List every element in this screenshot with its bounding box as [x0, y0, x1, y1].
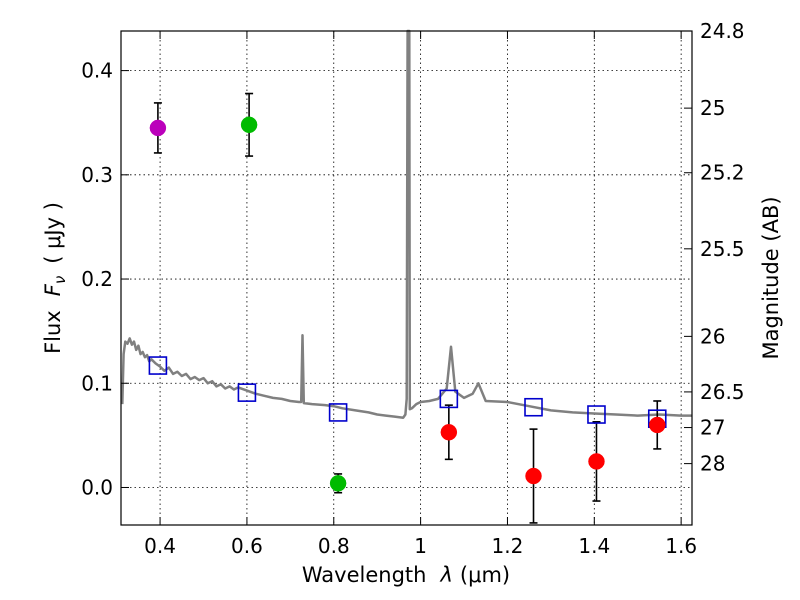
mag-tick-label: 26 — [700, 324, 725, 348]
mag-tick-label: 25 — [700, 96, 725, 120]
x-axis-label: Wavelength λ (μm) — [302, 563, 510, 587]
mag-tick-label: 26.5 — [700, 380, 745, 404]
markers-layer — [148, 116, 667, 492]
data-point — [149, 119, 167, 137]
data-point — [440, 423, 458, 441]
mag-tick-label: 28 — [700, 452, 725, 476]
spectrum-line — [121, 29, 692, 419]
data-point — [240, 116, 258, 134]
data-point — [525, 467, 542, 485]
x-tick-label: 0.6 — [231, 534, 263, 558]
x-tick-label: 0.4 — [144, 534, 176, 558]
data-point — [329, 475, 347, 492]
y-axis-label: FluxFν( μJy ) — [41, 202, 69, 354]
model-square-marker — [148, 356, 168, 375]
x-tick-label: 0.8 — [318, 534, 350, 558]
spectrum-layer — [121, 29, 692, 419]
grid — [121, 31, 692, 525]
y2-axis-label: Magnitude (AB) — [759, 196, 783, 359]
y-tick-label: 0.4 — [81, 59, 113, 83]
x-tick-label: 1.4 — [578, 534, 610, 558]
ticks — [121, 30, 692, 525]
mag-tick-label: 27 — [700, 416, 725, 440]
data-point — [649, 416, 666, 434]
y-tick-label: 0.0 — [81, 475, 113, 499]
model-square-marker — [524, 397, 543, 417]
plot-frame — [120, 30, 693, 526]
model-square-marker — [587, 405, 606, 424]
tick-labels: 0.4 0.6 0.8 1 1.2 1.4 1.6 0.0 0.1 0.2 0.3 0.4 24.8 25… — [81, 19, 744, 558]
model-square-marker — [237, 383, 257, 402]
model-square-marker — [328, 403, 348, 422]
mag-tick-label: 25.2 — [700, 161, 745, 185]
x-tick-label: 1 — [414, 534, 427, 558]
x-tick-label: 1.6 — [665, 534, 697, 558]
y-tick-label: 0.2 — [81, 267, 113, 291]
y-tick-label: 0.1 — [81, 371, 113, 395]
model-square-marker — [439, 389, 459, 409]
y-tick-label: 0.3 — [81, 163, 113, 187]
mag-tick-label: 25.5 — [700, 237, 745, 261]
mag-tick-label: 24.8 — [700, 19, 745, 43]
data-point — [588, 453, 605, 470]
x-tick-label: 1.2 — [492, 534, 524, 558]
